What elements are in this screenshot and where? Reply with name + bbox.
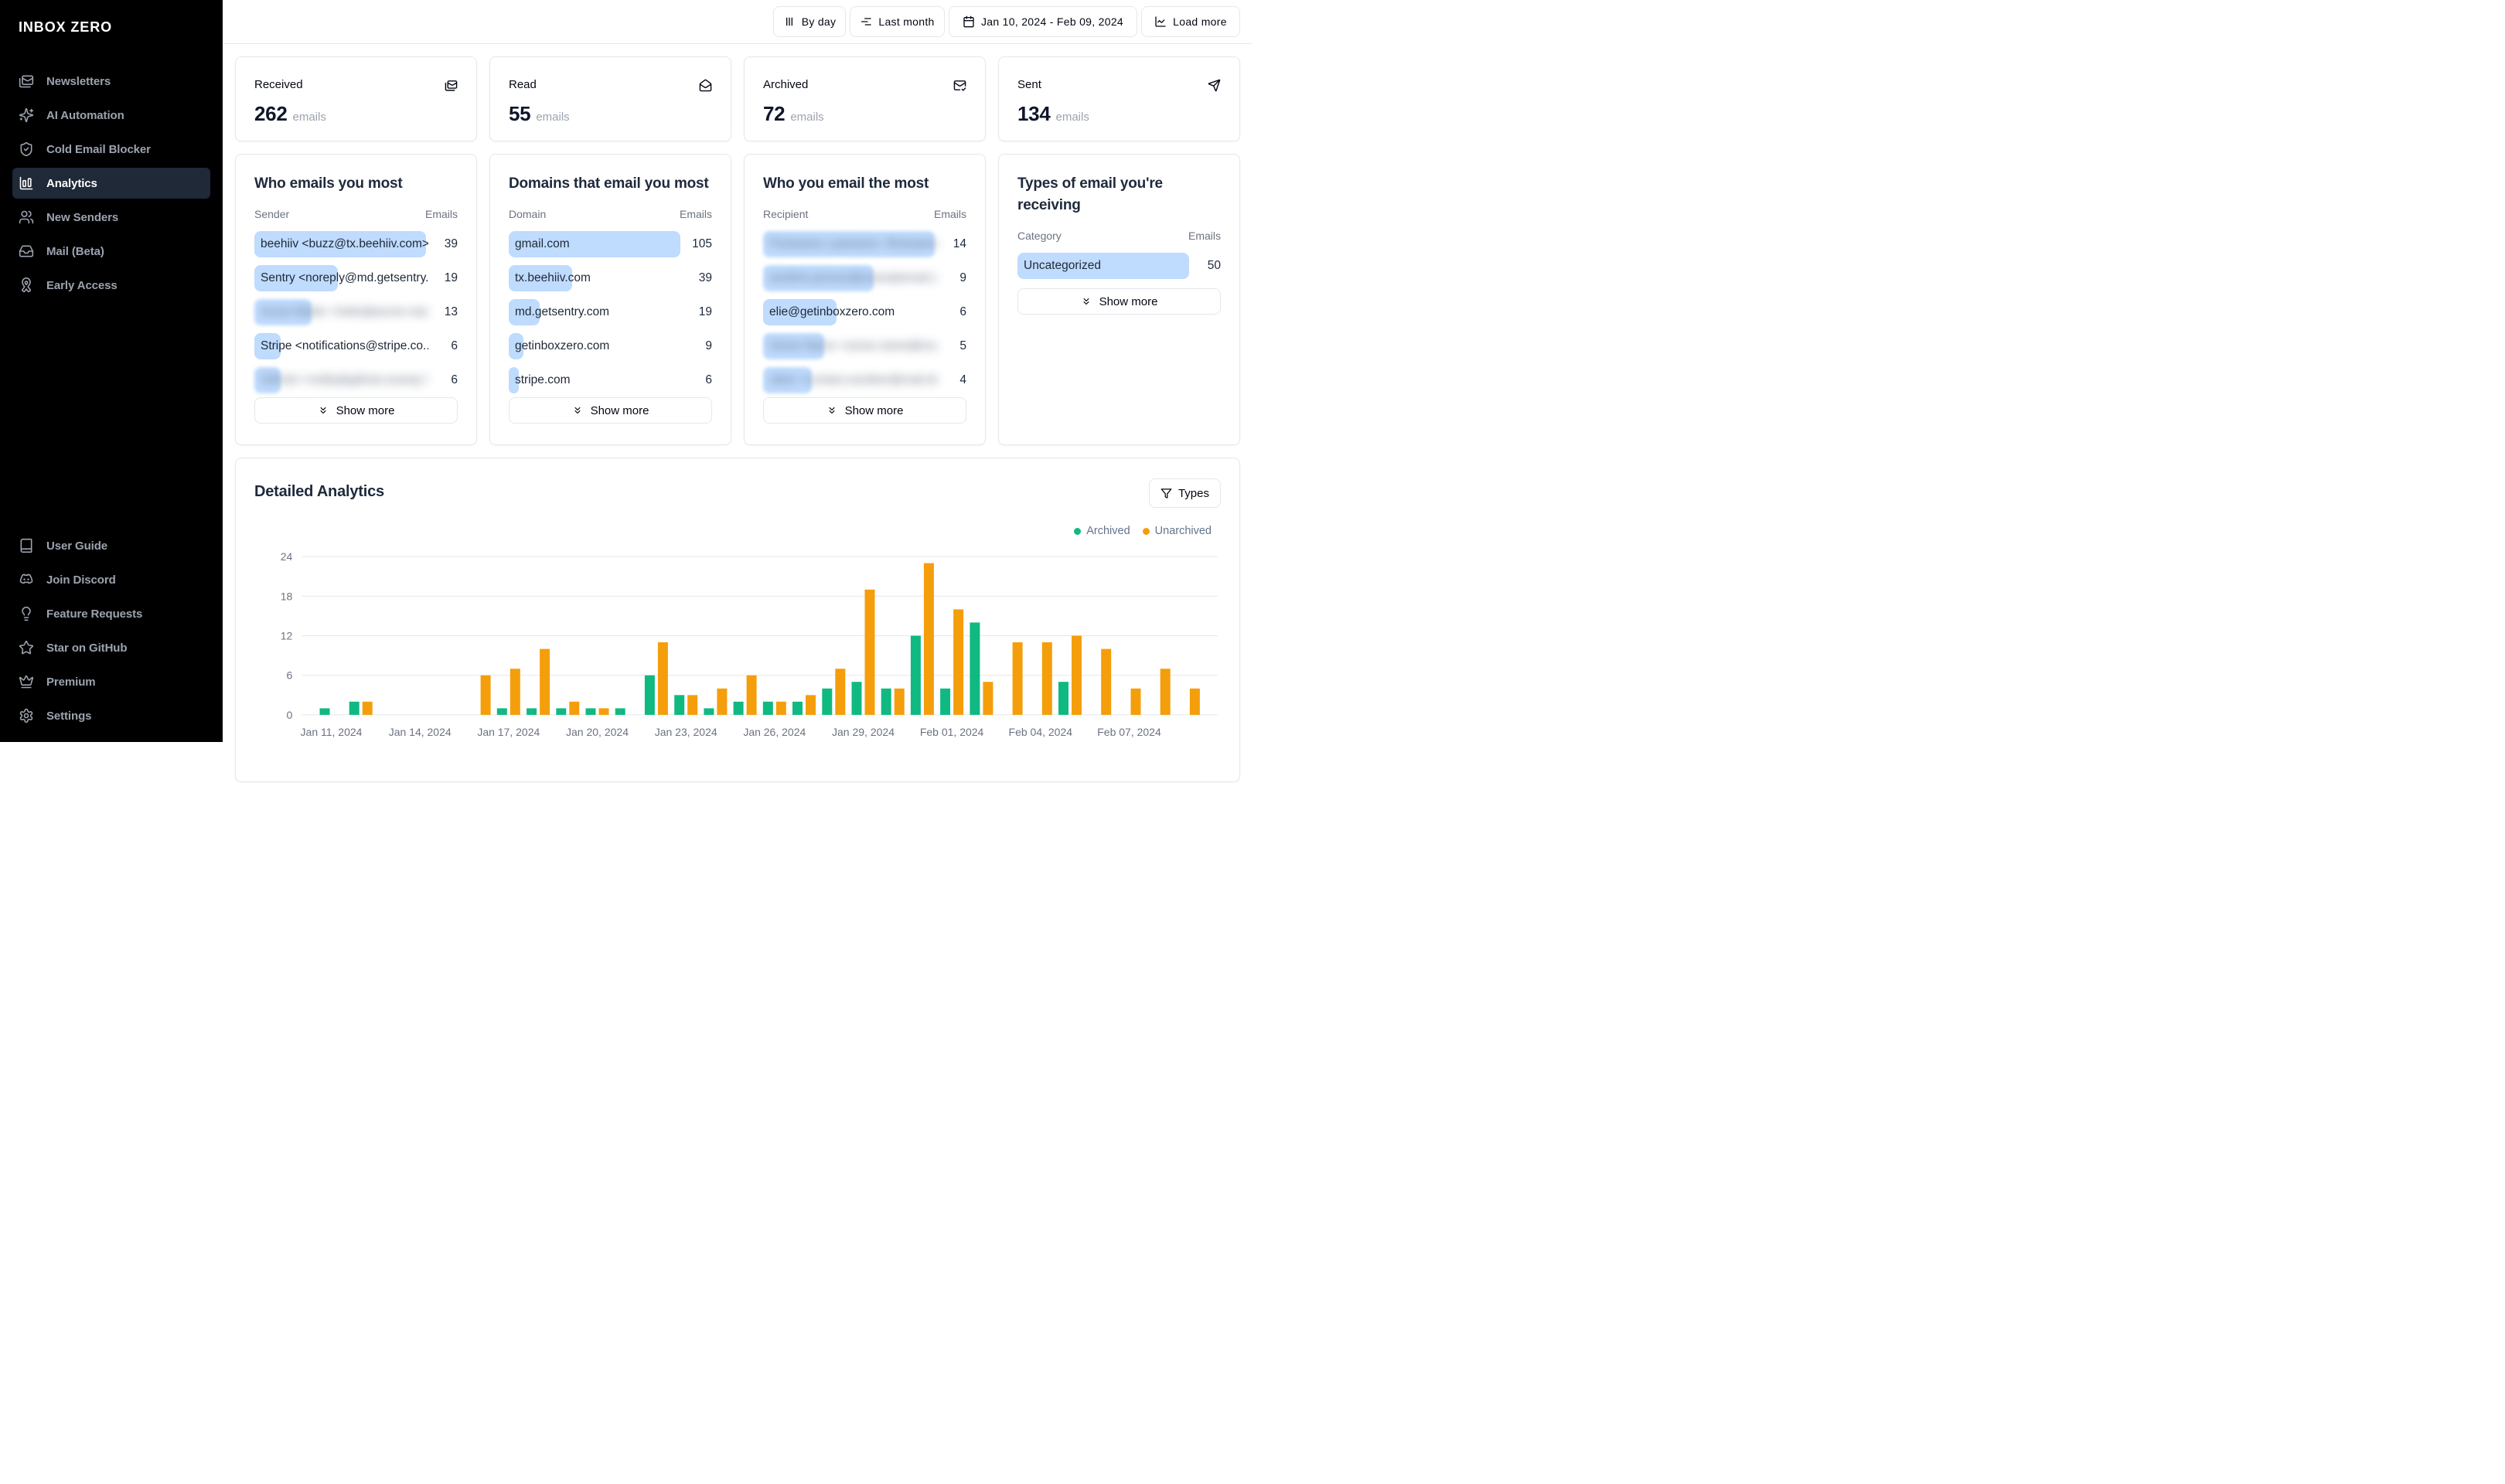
svg-text:Jan 29, 2024: Jan 29, 2024 xyxy=(832,726,895,738)
svg-text:12: 12 xyxy=(281,630,293,642)
svg-text:Jan 11, 2024: Jan 11, 2024 xyxy=(301,726,363,738)
svg-text:Feb 07, 2024: Feb 07, 2024 xyxy=(1097,726,1161,738)
svg-text:Jan 17, 2024: Jan 17, 2024 xyxy=(477,726,540,738)
svg-text:6: 6 xyxy=(287,669,293,682)
svg-text:Jan 20, 2024: Jan 20, 2024 xyxy=(566,726,629,738)
svg-text:0: 0 xyxy=(287,709,293,721)
svg-text:18: 18 xyxy=(281,590,293,602)
svg-text:24: 24 xyxy=(281,550,293,563)
svg-text:Jan 23, 2024: Jan 23, 2024 xyxy=(655,726,717,738)
svg-text:Feb 01, 2024: Feb 01, 2024 xyxy=(920,726,984,738)
svg-text:Jan 14, 2024: Jan 14, 2024 xyxy=(389,726,452,738)
svg-text:Jan 26, 2024: Jan 26, 2024 xyxy=(743,726,806,738)
svg-text:Feb 04, 2024: Feb 04, 2024 xyxy=(1009,726,1073,738)
